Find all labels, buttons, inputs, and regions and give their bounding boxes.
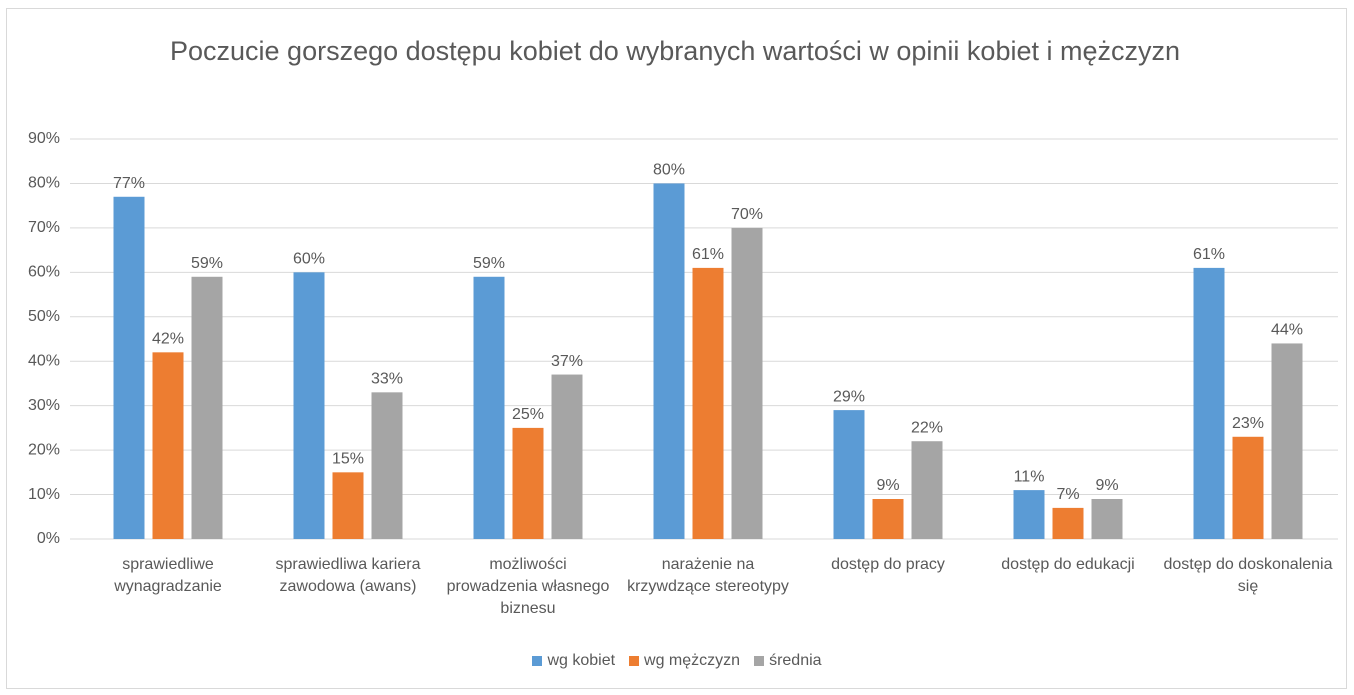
y-tick-label: 70% <box>28 219 60 236</box>
data-label: 59% <box>473 255 505 272</box>
data-label: 44% <box>1271 322 1303 339</box>
bar <box>1052 507 1084 539</box>
data-label: 23% <box>1232 415 1264 432</box>
chart-title: Poczucie gorszego dostępu kobiet do wybr… <box>170 36 1180 66</box>
data-label: 42% <box>152 331 184 348</box>
bar <box>293 272 325 539</box>
y-tick-label: 50% <box>28 308 60 325</box>
bar <box>1271 343 1303 539</box>
bar <box>113 196 145 539</box>
data-label: 61% <box>1193 246 1225 263</box>
bar <box>731 227 763 539</box>
legend-item: wg kobiet <box>532 652 615 670</box>
bar <box>371 392 403 539</box>
data-label: 59% <box>191 255 223 272</box>
x-tick-label: narażenie na krzywdzące stereotypy <box>627 556 789 595</box>
data-label: 9% <box>876 477 899 494</box>
x-tick-label: sprawiedliwe wynagradzanie <box>114 556 222 595</box>
x-tick-label: sprawiedliwa kariera zawodowa (awans) <box>275 556 421 595</box>
bar <box>1013 490 1045 539</box>
bar <box>692 267 724 539</box>
x-tick-label: dostęp do doskonalenia się <box>1163 556 1333 595</box>
bar <box>1091 499 1123 539</box>
chart-border <box>6 8 1347 689</box>
data-label: 25% <box>512 406 544 423</box>
data-label: 37% <box>551 353 583 370</box>
bar <box>152 352 184 539</box>
bar <box>872 499 904 539</box>
y-tick-label: 60% <box>28 264 60 281</box>
data-label: 77% <box>113 175 145 192</box>
legend-label: wg kobiet <box>547 652 616 669</box>
data-label: 80% <box>653 162 685 179</box>
bar <box>1193 267 1225 539</box>
data-label: 61% <box>692 246 724 263</box>
bar <box>332 472 364 539</box>
y-tick-label: 20% <box>28 441 60 458</box>
x-tick-label: możliwości prowadzenia własnego biznesu <box>446 556 610 617</box>
bar <box>653 183 685 539</box>
data-label: 70% <box>731 206 763 223</box>
legend-item: średnia <box>754 652 822 670</box>
bar <box>551 374 583 539</box>
data-label: 9% <box>1095 477 1118 494</box>
bar <box>473 276 505 539</box>
data-label: 15% <box>332 451 364 468</box>
y-tick-label: 90% <box>28 130 60 147</box>
legend-item: wg mężczyzn <box>629 652 740 670</box>
data-label: 33% <box>371 371 403 388</box>
legend-swatch <box>532 656 543 666</box>
legend-swatch <box>754 656 765 666</box>
data-label: 29% <box>833 388 865 405</box>
legend: wg kobiet wg mężczyzn średnia <box>0 652 1354 670</box>
x-tick-label: dostęp do pracy <box>831 556 945 573</box>
data-label: 60% <box>293 251 325 268</box>
bar <box>1232 436 1264 539</box>
y-tick-label: 0% <box>37 530 60 547</box>
data-label: 7% <box>1056 486 1079 503</box>
bar <box>512 427 544 539</box>
data-label: 22% <box>911 419 943 436</box>
y-tick-label: 10% <box>28 486 60 503</box>
bar <box>833 410 865 539</box>
bar <box>911 441 943 539</box>
data-label: 11% <box>1014 468 1045 485</box>
y-tick-label: 30% <box>28 397 60 414</box>
legend-label: wg mężczyzn <box>644 652 741 669</box>
y-tick-label: 40% <box>28 352 60 369</box>
legend-label: średnia <box>769 652 822 669</box>
x-tick-label: dostęp do edukacji <box>1001 556 1135 573</box>
bar <box>191 276 223 539</box>
y-tick-label: 80% <box>28 175 60 192</box>
legend-swatch <box>629 656 640 666</box>
